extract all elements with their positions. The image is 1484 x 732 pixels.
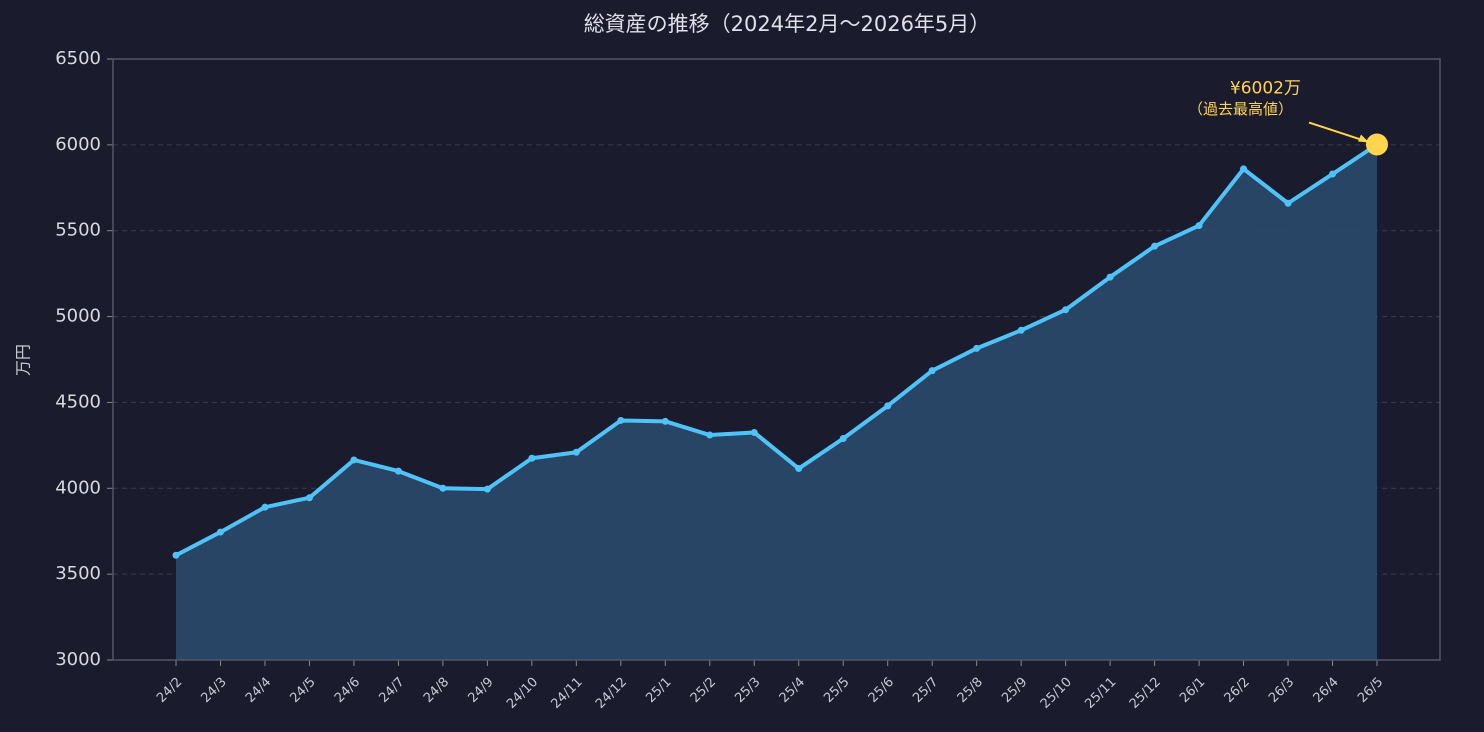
point [216,528,224,536]
point [439,484,447,492]
point [305,494,313,502]
point [617,416,625,424]
point [1017,326,1025,334]
point [928,367,936,375]
point [884,402,892,410]
area [176,144,1377,660]
y-tick-label: 3000 [55,649,101,670]
y-tick-label: 5000 [55,306,101,327]
point [1284,199,1292,207]
point [1195,222,1203,230]
point [528,454,536,462]
point [261,503,269,511]
line [175,142,1379,558]
annotation-value: ¥6002万 [1230,79,1301,99]
y-tick-label: 4500 [55,391,101,412]
plot-frame [112,58,1441,661]
point [795,465,803,473]
point [973,344,981,352]
point [1151,242,1159,250]
point [839,434,847,442]
annotation-arrowhead [1358,134,1369,143]
chart-title: 総資産の推移（2024年2月〜2026年5月） [584,12,991,36]
point [1329,170,1337,178]
point [483,485,491,493]
point [706,431,714,439]
point [661,417,669,425]
y-tick-label: 5500 [55,220,101,241]
y-axis-label: 万円 [14,344,33,376]
y-tick-label: 4000 [55,477,101,498]
y-tick-label: 6500 [55,48,101,69]
point [350,456,358,464]
point [1240,165,1248,173]
y-tick-label: 6000 [55,134,101,155]
y-tick-label: 3500 [55,563,101,584]
point [572,448,580,456]
point [394,467,402,475]
point [1106,273,1114,281]
point [1062,306,1070,314]
point [750,428,758,436]
point [172,551,180,559]
annotation-arrow [1308,121,1368,143]
highlight-point [1366,133,1388,156]
annotation-note: （過去最高値） [1188,100,1293,118]
